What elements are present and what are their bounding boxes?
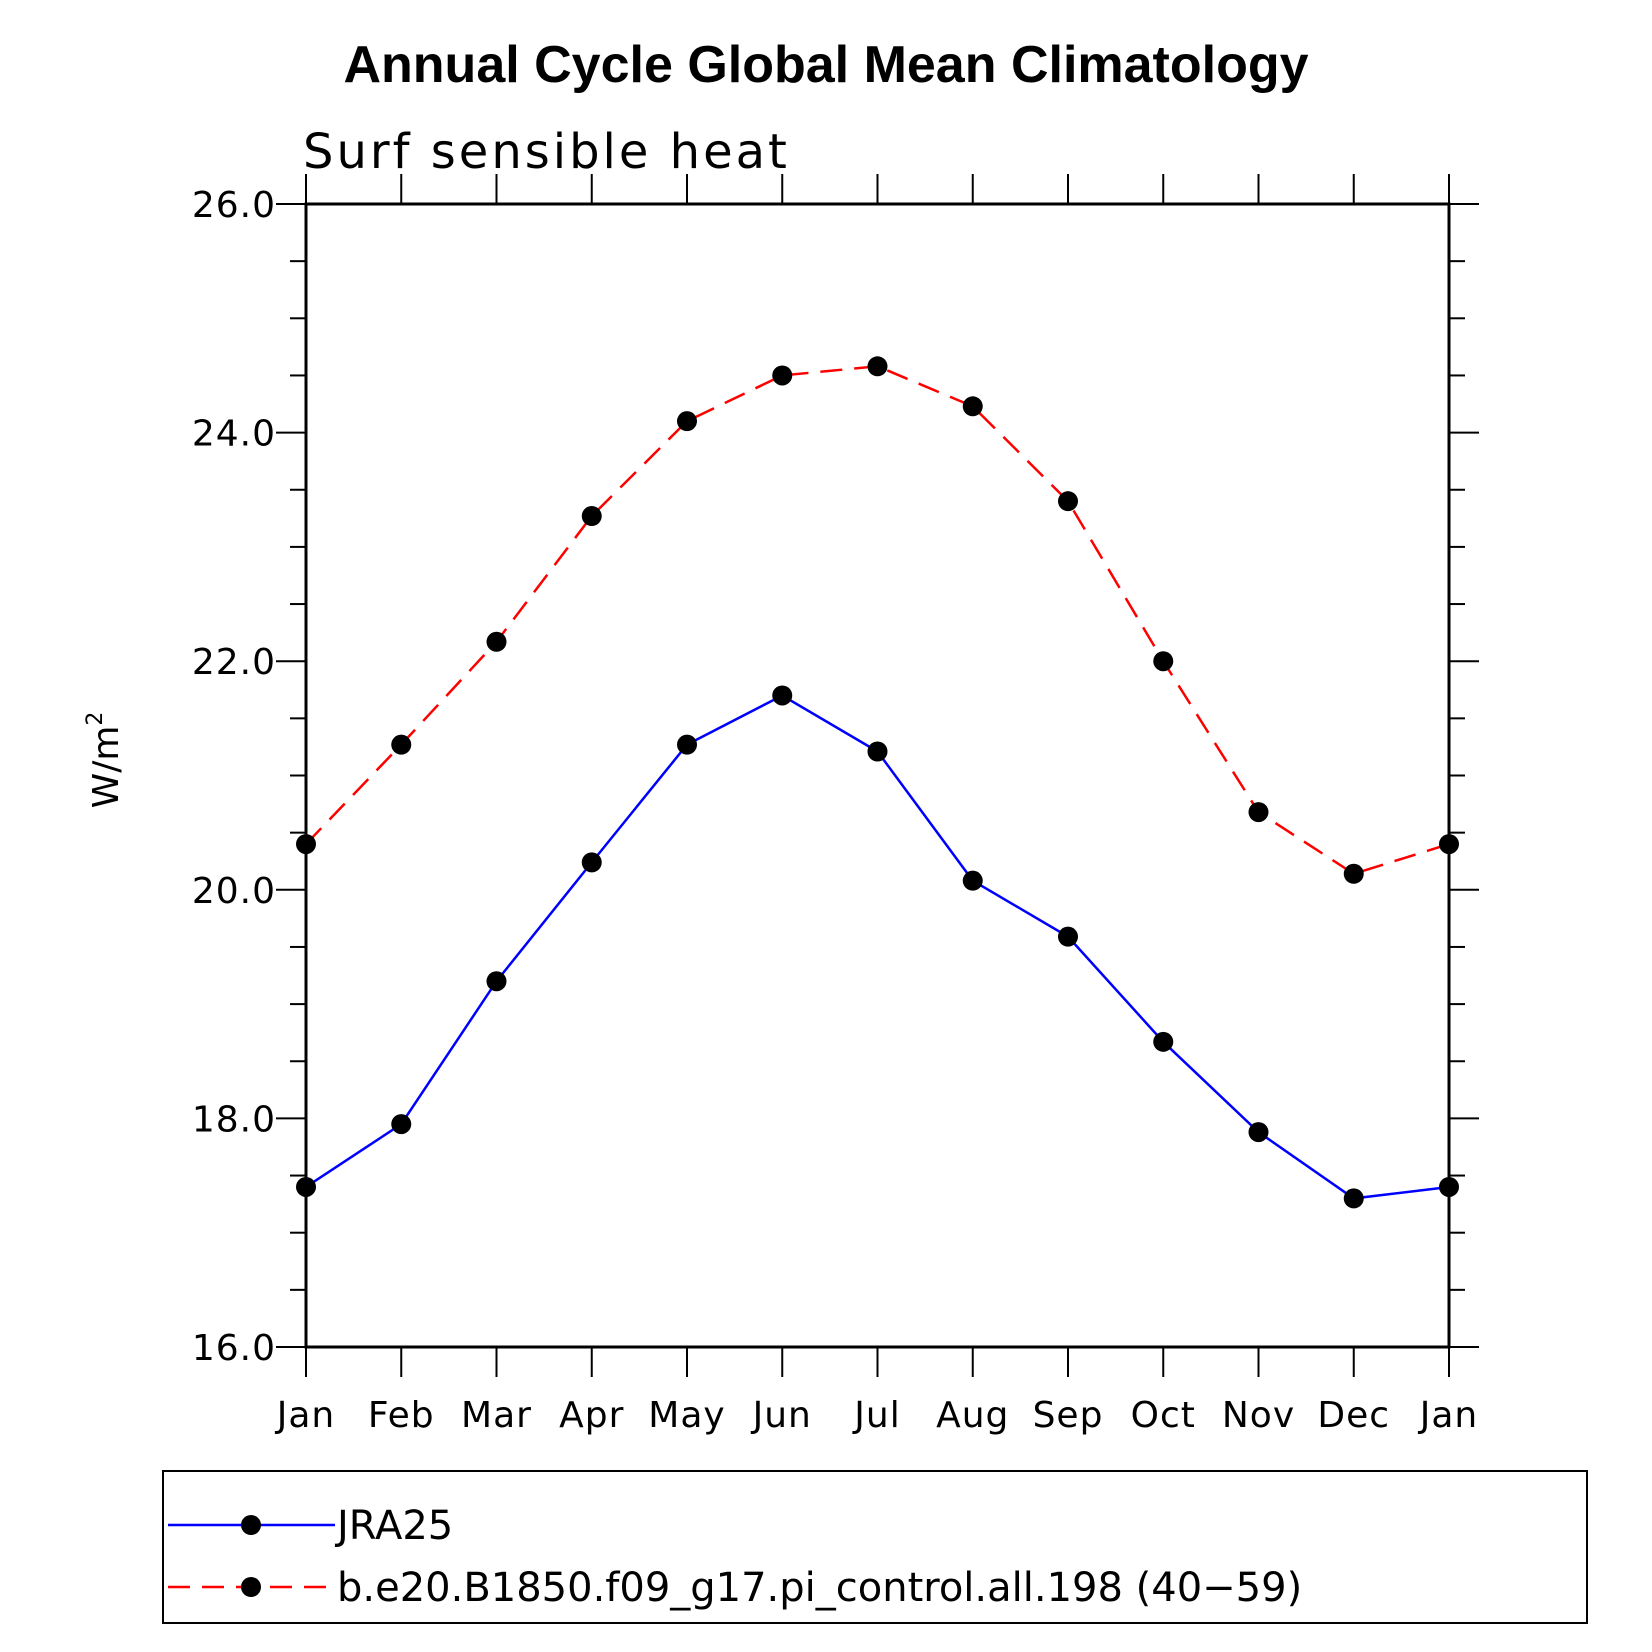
series-1-point — [677, 734, 697, 755]
legend-marker-2 — [241, 1577, 261, 1597]
y-tick-label: 16.0 — [192, 1328, 276, 1369]
x-tick-label: Dec — [1317, 1395, 1390, 1436]
x-tick-label: Feb — [368, 1395, 435, 1436]
series-1-point — [1343, 1188, 1364, 1209]
legend-label-2: b.e20.B1850.f09_g17.pi_control.all.198 (… — [337, 1565, 1302, 1611]
x-tick-label: Sep — [1033, 1395, 1104, 1436]
axes: 16.0 18.0 20.0 22.0 24.0 26.0 Jan Feb Mar Apr May J… — [192, 174, 1479, 1436]
series-1-point — [1153, 1031, 1174, 1052]
series-1-point — [1439, 1176, 1459, 1197]
y-axis-label: W/m2 — [83, 712, 127, 809]
series-layer — [296, 356, 1459, 1209]
series-1-point — [772, 685, 793, 706]
series-1-point — [962, 870, 983, 891]
legend-items: JRA25 b.e20.B1850.f09_g17.pi_control.all.… — [168, 1503, 1302, 1611]
svg-text:W/m2: W/m2 — [83, 712, 127, 809]
series-2-point — [962, 396, 983, 417]
series-2-point — [867, 356, 888, 377]
x-tick-label: Aug — [936, 1395, 1009, 1436]
series-1-point — [1248, 1122, 1269, 1143]
series-2-point — [296, 834, 316, 855]
series-2-point — [1439, 834, 1459, 855]
x-tick-label: Jan — [1418, 1395, 1479, 1436]
series-1-point — [391, 1114, 412, 1135]
y-tick-label: 24.0 — [192, 414, 276, 455]
x-tick-label: Nov — [1222, 1395, 1295, 1436]
series-2-point — [391, 734, 412, 755]
y-tick-label: 26.0 — [192, 185, 276, 226]
legend-label-1: JRA25 — [334, 1503, 453, 1549]
legend-box — [162, 1470, 1588, 1624]
x-tick-label: Apr — [559, 1395, 624, 1436]
y-tick-label: 22.0 — [192, 642, 276, 683]
series-line-2 — [305, 365, 1450, 876]
x-tick-label: Jun — [751, 1395, 812, 1436]
x-tick-label: Jul — [852, 1395, 900, 1436]
series-1-point — [296, 1176, 316, 1197]
series-1-point — [867, 741, 888, 762]
series-2-point — [1343, 863, 1364, 884]
series-2-point — [1058, 491, 1078, 512]
series-1-point — [486, 971, 507, 992]
series-2-point — [677, 411, 697, 432]
y-axis-label-superscript: 2 — [83, 712, 108, 726]
series-2-point — [1153, 651, 1174, 672]
x-tick-label: Mar — [461, 1395, 532, 1436]
y-tick-label: 18.0 — [192, 1099, 276, 1140]
x-tick-label: Jan — [275, 1395, 336, 1436]
series-2-point — [772, 365, 793, 386]
chart-title: Annual Cycle Global Mean Climatology — [343, 36, 1308, 94]
legend-marker-1 — [241, 1515, 261, 1535]
series-1-point — [581, 852, 602, 873]
x-tick-label: Oct — [1131, 1395, 1196, 1436]
series-2-point — [581, 506, 602, 527]
x-tick-label: May — [648, 1395, 725, 1436]
chart-subtitle: Surf sensible heat — [303, 124, 790, 180]
series-2-point — [486, 631, 507, 652]
series-1-point — [1058, 926, 1078, 947]
y-axis-label-text: W/m — [86, 726, 127, 809]
y-tick-label: 20.0 — [192, 871, 276, 912]
series-2-point — [1248, 802, 1269, 823]
series-line-1 — [305, 694, 1450, 1200]
legend: JRA25 b.e20.B1850.f09_g17.pi_control.all.… — [162, 1470, 1588, 1624]
